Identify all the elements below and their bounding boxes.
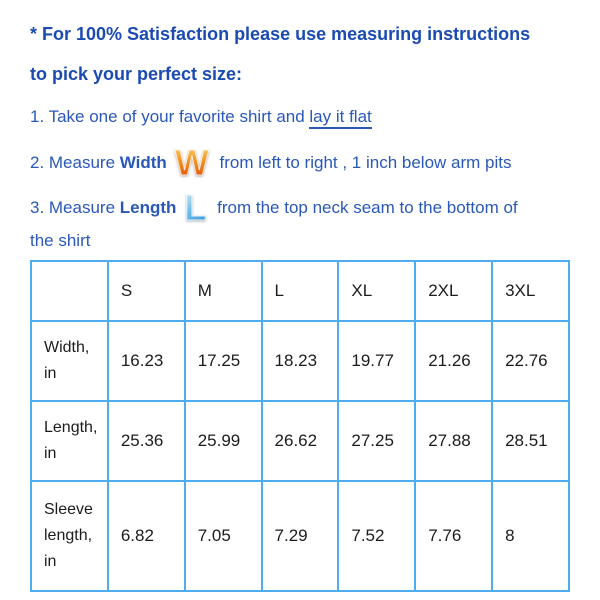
row-label-sleeve-length: Sleeve length, in [30,480,109,592]
width-value-2xl: 21.26 [414,320,494,402]
size-column-header-2xl: 2XL [414,260,494,322]
step-3: 3. Measure Length L from the top neck sea… [30,188,590,228]
size-chart-table: S M L XL 2XL 3XL Width, in 16.23 17.25 1… [30,260,570,592]
sleeve-value-3xl: 8 [491,480,570,592]
sleeve-value-xl: 7.52 [337,480,417,592]
sleeve-value-2xl: 7.76 [414,480,494,592]
size-chart-body: Width, in 16.23 17.25 18.23 19.77 21.26 … [30,320,570,592]
size-column-header-l: L [260,260,340,322]
width-value-xl: 19.77 [337,320,417,402]
width-value-l: 18.23 [260,320,340,402]
width-letter-w-icon: W [174,142,209,183]
length-value-l: 26.62 [260,400,340,482]
row-label-length: Length, in [30,400,109,482]
length-value-m: 25.99 [183,400,263,482]
width-value-s: 16.23 [106,320,186,402]
title-line-2: to pick your perfect size: [30,64,243,84]
sleeve-value-l: 7.29 [260,480,340,592]
step-2-post-text: from left to right , 1 inch below arm pi… [214,153,512,172]
length-value-3xl: 28.51 [491,400,570,482]
table-row-width: Width, in 16.23 17.25 18.23 19.77 21.26 … [30,320,570,402]
length-value-s: 25.36 [106,400,186,482]
lay-it-flat-underlined-text: lay it flat [309,107,372,129]
table-row-sleeve-length: Sleeve length, in 6.82 7.05 7.29 7.52 7.… [30,480,570,592]
table-row-length: Length, in 25.36 25.99 26.62 27.25 27.88… [30,400,570,482]
size-column-header-xl: XL [337,260,417,322]
step-1: 1. Take one of your favorite shirt and l… [30,104,590,130]
length-letter-l-icon: L [184,187,207,228]
sleeve-value-m: 7.05 [183,480,263,592]
step-3-wrap-line: the shirt [30,231,91,250]
width-value-m: 17.25 [183,320,263,402]
step-2-pre-text: 2. Measure [30,153,120,172]
corner-empty-cell [30,260,109,322]
length-keyword: Length [119,198,177,217]
width-keyword: Width [119,153,167,172]
satisfaction-title: * For 100% Satisfaction please use measu… [30,14,590,94]
sleeve-value-s: 6.82 [106,480,186,592]
step-3-post-text: from the top neck seam to the bottom of [212,198,518,217]
size-column-header-s: S [106,260,186,322]
width-value-3xl: 22.76 [491,320,570,402]
size-chart-header: S M L XL 2XL 3XL [30,260,570,322]
header-row: S M L XL 2XL 3XL [30,260,570,322]
length-value-xl: 27.25 [337,400,417,482]
row-label-width: Width, in [30,320,109,402]
step-2: 2. Measure Width W from left to right , 1… [30,142,590,184]
length-value-2xl: 27.88 [414,400,494,482]
size-column-header-m: M [183,260,263,322]
size-column-header-3xl: 3XL [491,260,570,322]
step-3-pre-text: 3. Measure [30,198,120,217]
step-1-text: 1. Take one of your favorite shirt and [30,107,310,126]
title-line-1: * For 100% Satisfaction please use measu… [30,24,531,44]
